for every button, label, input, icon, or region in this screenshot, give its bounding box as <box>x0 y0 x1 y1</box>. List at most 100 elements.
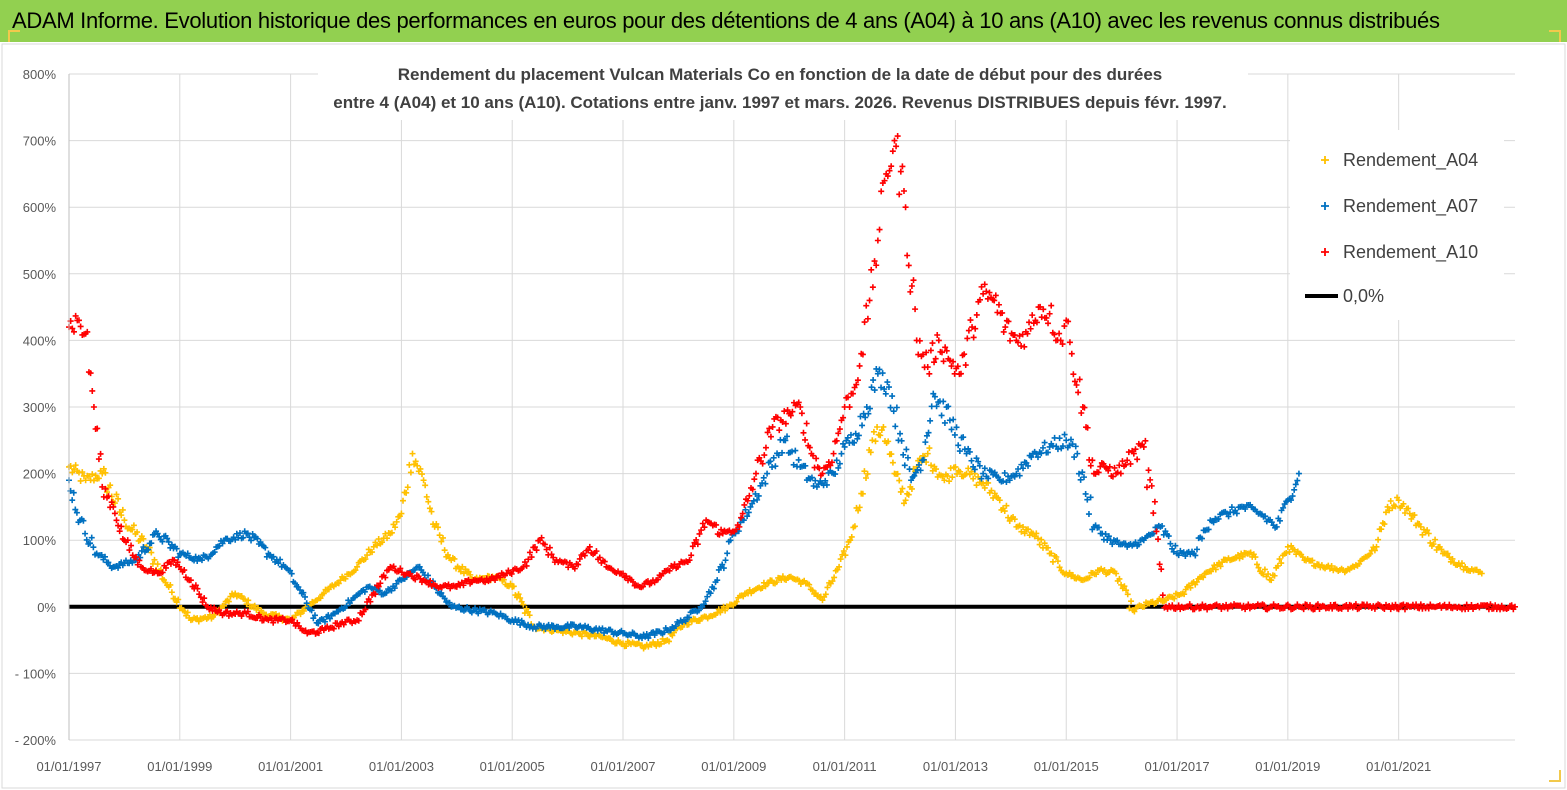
y-tick-label: 700% <box>23 134 57 149</box>
data-point <box>856 362 863 369</box>
data-point <box>1392 503 1399 510</box>
data-point <box>1468 602 1475 609</box>
data-point <box>942 344 949 351</box>
corner-handle-top-right <box>1549 30 1561 42</box>
data-point <box>923 432 930 439</box>
x-axis: 01/01/1997 01/01/1999 01/01/2001 01/01/2003… <box>36 759 1431 774</box>
data-point <box>1005 318 1012 325</box>
data-point <box>894 470 901 477</box>
data-point <box>822 591 829 598</box>
data-point <box>211 612 218 619</box>
data-point <box>863 404 870 410</box>
data-point <box>184 609 191 616</box>
data-point <box>211 604 218 611</box>
data-point <box>881 386 888 393</box>
data-point <box>689 543 696 550</box>
data-point <box>243 601 250 608</box>
data-point <box>1038 536 1045 543</box>
data-point <box>734 522 741 529</box>
data-point <box>1134 456 1141 463</box>
data-point <box>1040 306 1047 313</box>
data-point <box>688 552 695 559</box>
data-point <box>108 565 115 572</box>
data-point <box>845 538 852 545</box>
data-point <box>745 509 752 516</box>
chart-title-line2: entre 4 (A04) et 10 ans (A10). Cotations… <box>333 93 1227 112</box>
data-point <box>795 399 802 406</box>
data-point <box>1215 515 1222 522</box>
data-point <box>906 466 913 473</box>
data-point <box>361 588 368 595</box>
data-point <box>90 544 97 551</box>
data-point <box>798 410 805 417</box>
data-point <box>326 615 333 622</box>
data-point <box>844 434 851 441</box>
data-point <box>601 558 608 565</box>
data-point <box>801 577 808 584</box>
data-point <box>762 583 769 590</box>
data-point <box>830 450 837 457</box>
data-point <box>762 444 769 451</box>
data-point <box>1417 601 1424 608</box>
data-point <box>1033 530 1040 537</box>
data-point <box>1278 560 1285 567</box>
data-point <box>297 611 304 618</box>
data-point <box>295 584 302 591</box>
data-point <box>1510 606 1517 613</box>
data-point <box>1123 587 1130 594</box>
data-point <box>194 557 201 564</box>
data-point <box>147 565 154 572</box>
data-point <box>973 311 980 318</box>
data-point <box>908 485 915 492</box>
data-point <box>1093 571 1100 578</box>
data-point <box>417 575 424 582</box>
data-point <box>254 614 261 621</box>
data-point <box>800 429 807 436</box>
data-point <box>1508 602 1515 609</box>
data-point <box>773 579 780 586</box>
data-point <box>1127 460 1134 467</box>
y-tick-label: - 200% <box>15 733 57 748</box>
data-point <box>779 573 786 580</box>
data-point <box>896 477 903 484</box>
data-point <box>1082 490 1089 497</box>
data-point <box>382 574 389 581</box>
data-point <box>712 579 719 586</box>
data-point <box>1019 331 1026 338</box>
data-point <box>119 535 126 542</box>
data-point <box>1338 605 1345 612</box>
data-point <box>720 565 727 572</box>
y-tick-label: 500% <box>23 267 57 282</box>
data-point <box>84 328 91 335</box>
data-point <box>289 616 296 623</box>
data-point <box>833 437 840 444</box>
data-point <box>1162 528 1169 535</box>
y-tick-label: 600% <box>23 200 57 215</box>
data-point <box>884 173 891 180</box>
data-point <box>173 545 180 552</box>
data-point <box>802 436 809 443</box>
data-point <box>83 536 90 543</box>
data-point <box>263 553 270 560</box>
data-point <box>1427 539 1434 546</box>
data-point <box>618 570 625 577</box>
data-point <box>931 393 938 400</box>
data-point <box>1043 314 1050 321</box>
data-point <box>538 534 545 541</box>
data-point <box>1172 542 1179 549</box>
data-point <box>927 417 934 424</box>
data-point <box>674 564 681 571</box>
data-point <box>863 302 870 309</box>
data-point <box>618 627 625 634</box>
x-tick-label: 01/01/2001 <box>258 759 323 774</box>
data-point <box>576 555 583 562</box>
data-point <box>1026 319 1033 326</box>
data-point <box>861 468 868 475</box>
data-point <box>888 163 895 170</box>
data-point <box>842 552 849 559</box>
data-point <box>1125 449 1132 456</box>
data-point <box>1255 564 1262 571</box>
data-point <box>719 561 726 568</box>
data-point <box>832 471 839 478</box>
data-point <box>472 605 479 612</box>
